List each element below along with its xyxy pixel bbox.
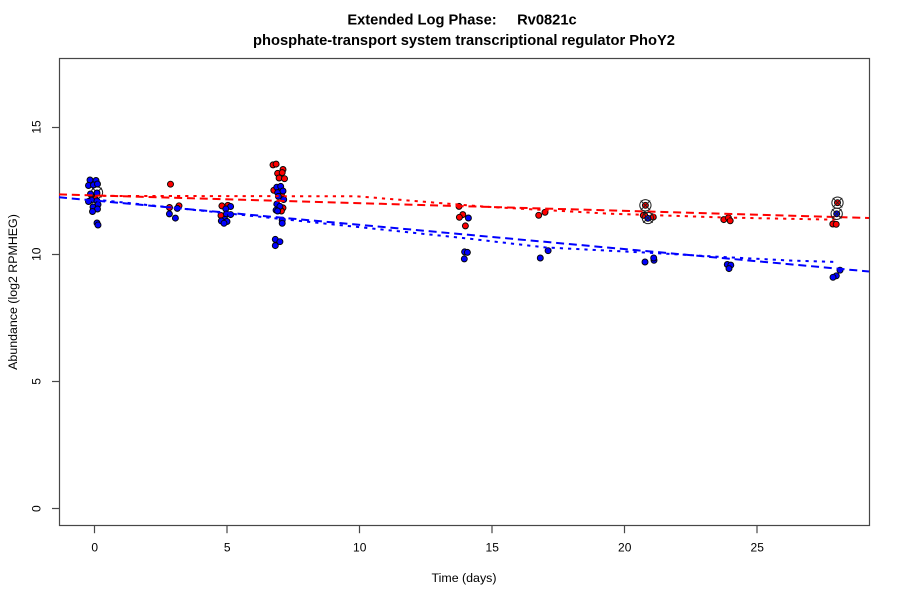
svg-text:Extended Log Phase: Rv0821: Extended Log Phase: Rv0821c <box>347 13 576 29</box>
svg-text:0: 0 <box>30 505 44 512</box>
svg-text:10: 10 <box>353 541 367 555</box>
svg-text:20: 20 <box>618 541 632 555</box>
svg-text:0: 0 <box>91 541 98 555</box>
svg-text:10: 10 <box>30 247 44 261</box>
svg-text:phosphate-transport system tra: phosphate-transport system transcription… <box>253 33 675 49</box>
svg-text:15: 15 <box>30 120 44 134</box>
svg-text:25: 25 <box>751 541 765 555</box>
svg-text:15: 15 <box>486 541 500 555</box>
svg-text:Abundance (log2 RPMHEG): Abundance (log2 RPMHEG) <box>6 214 20 370</box>
svg-text:Time (days): Time (days) <box>432 571 497 585</box>
svg-text:5: 5 <box>224 541 231 555</box>
svg-text:5: 5 <box>30 378 44 385</box>
